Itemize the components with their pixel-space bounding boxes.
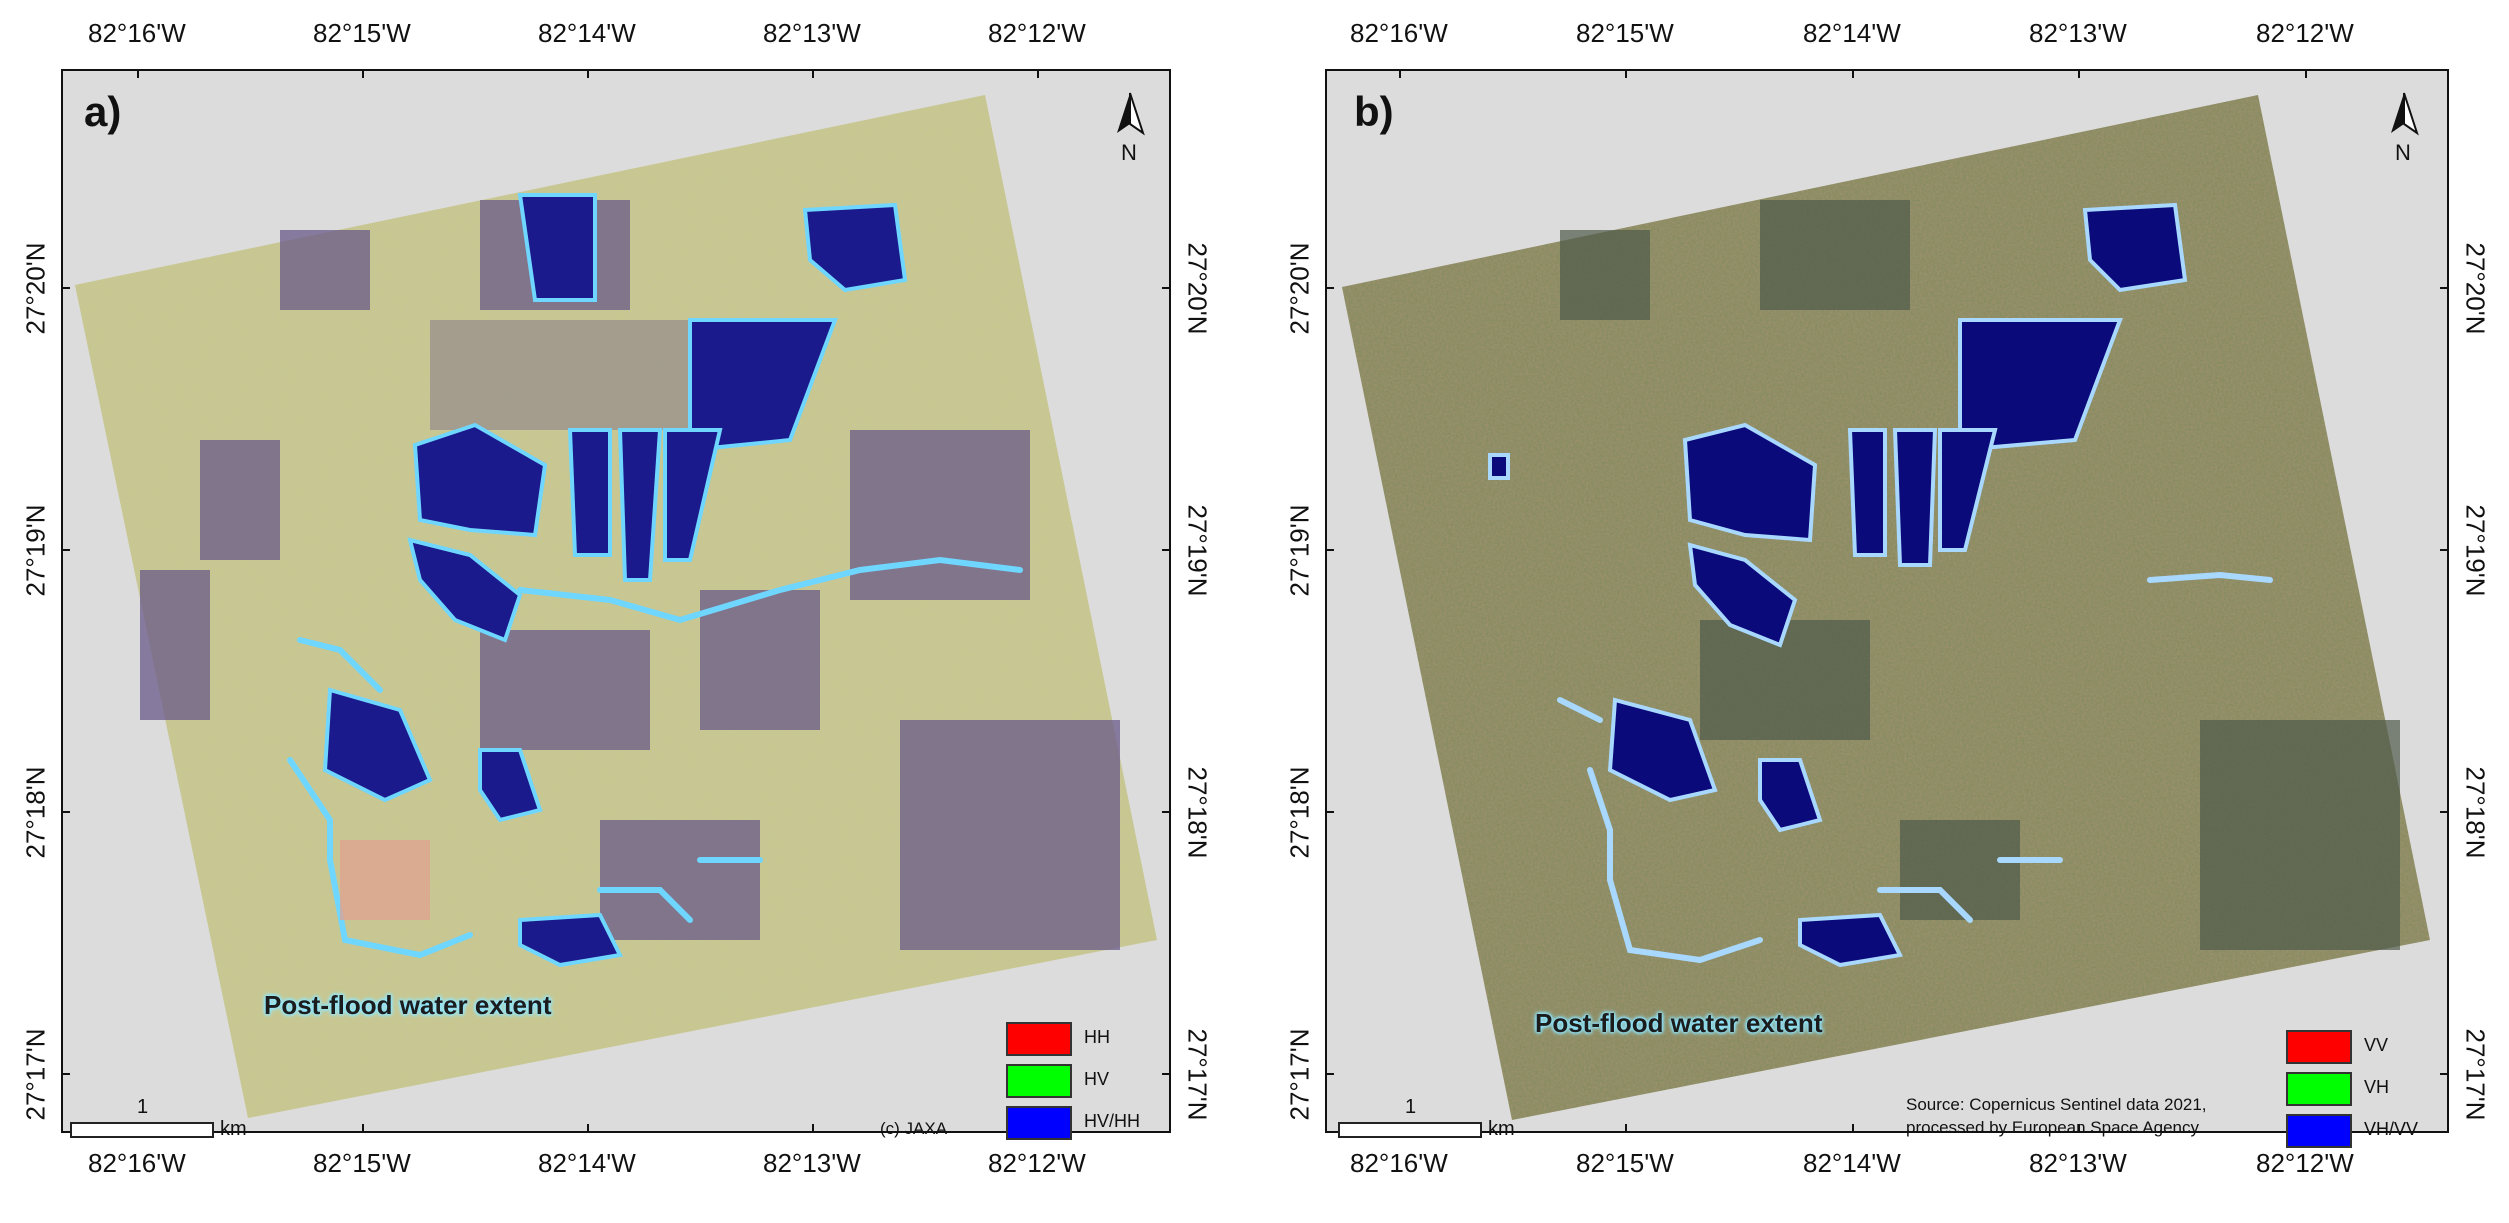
panel-b-ticks	[1326, 70, 2448, 1132]
panel-b-right-tick-3: 27°18'N	[2460, 766, 2491, 859]
panel-b-top-tick-3: 82°14'W	[1803, 18, 1901, 48]
panel-a-scene	[75, 95, 1157, 1118]
panel-a-open-water	[322, 193, 908, 968]
panel-a-left-tick-2: 27°19'N	[20, 504, 51, 597]
panel-a-legend-swatch-2	[1006, 1064, 1072, 1098]
panel-b-right-tick-1: 27°20'N	[2460, 242, 2491, 335]
panel-b-letter: b)	[1354, 88, 1394, 135]
panel-b-right-tick-4: 27°17'N	[2460, 1028, 2491, 1121]
panel-a-scale-bar	[70, 1122, 214, 1138]
panel-b-top-tick-4: 82°13'W	[2029, 18, 2127, 48]
panel-b-map	[1325, 69, 2449, 1133]
panel-a-bottom-tick-5: 82°12'W	[988, 1148, 1086, 1178]
panel-b-field-blocks	[1560, 200, 2400, 950]
panel-a-top-tick-3: 82°14'W	[538, 18, 636, 48]
panel-a-bottom-tick-3: 82°14'W	[538, 1148, 636, 1178]
panel-b-legend-swatch-1	[2286, 1030, 2352, 1064]
panel-b-right-tick-2: 27°19'N	[2460, 504, 2491, 597]
panel-a-bottom-tick-1: 82°16'W	[88, 1148, 186, 1178]
panel-b-source-line-1: Source: Copernicus Sentinel data 2021,	[1906, 1095, 2207, 1114]
panel-b-open-water	[1488, 202, 2188, 968]
panel-b-left-tick-1: 27°20'N	[1284, 242, 1315, 335]
panel-a-bottom-tick-2: 82°15'W	[313, 1148, 411, 1178]
panel-a-flood-label: Post-flood water extent	[264, 990, 552, 1020]
panel-a-flood-outlines	[287, 556, 1023, 959]
panel-a-top-tick-2: 82°15'W	[313, 18, 411, 48]
panel-b-legend-label-1: VV	[2364, 1035, 2389, 1055]
panel-a-legend-swatch-1	[1006, 1022, 1072, 1056]
panel-b-legend-swatch-3	[2286, 1114, 2352, 1148]
panel-b-bottom-tick-2: 82°15'W	[1576, 1148, 1674, 1178]
panel-a-right-tick-1: 27°20'N	[1182, 242, 1213, 335]
panel-a-letter: a)	[84, 88, 122, 135]
panel-b-scene-texture	[1342, 95, 2430, 1120]
panel-b-flood-label: Post-flood water extent	[1535, 1008, 1823, 1038]
panel-a-bottom-tick-4: 82°13'W	[763, 1148, 861, 1178]
panel-b-scene	[1342, 95, 2430, 1120]
panel-a-scale-unit: km	[220, 1118, 247, 1140]
panel-a-north-arrow-icon	[1117, 92, 1145, 136]
panel-b-bottom-tick-5: 82°12'W	[2256, 1148, 2354, 1178]
panel-a-right-tick-2: 27°19'N	[1182, 504, 1213, 597]
panel-b-bottom-tick-1: 82°16'W	[1350, 1148, 1448, 1178]
panel-a-left-tick-1: 27°20'N	[20, 242, 51, 335]
panel-b-bottom-tick-3: 82°14'W	[1803, 1148, 1901, 1178]
panel-b-top-tick-5: 82°12'W	[2256, 18, 2354, 48]
panel-b-north-arrow-icon	[2391, 92, 2419, 136]
panel-a-right-tick-3: 27°18'N	[1182, 766, 1213, 859]
panel-b-top-tick-1: 82°16'W	[1350, 18, 1448, 48]
panel-a-north-label: N	[1121, 140, 1137, 165]
panel-a-legend-label-1: HH	[1084, 1027, 1110, 1047]
panel-a-left-tick-3: 27°18'N	[20, 766, 51, 859]
panel-a-top-tick-4: 82°13'W	[763, 18, 861, 48]
panel-a-credit: (c) JAXA	[880, 1119, 948, 1138]
panel-b-left-tick-4: 27°17'N	[1284, 1028, 1315, 1121]
panel-a-scale-number: 1	[137, 1096, 149, 1118]
panel-a-legend-label-2: HV	[1084, 1069, 1110, 1089]
panel-b-left-tick-2: 27°19'N	[1284, 504, 1315, 597]
panel-b-legend-label-2: VH	[2364, 1077, 2390, 1097]
panel-a-top-tick-5: 82°12'W	[988, 18, 1086, 48]
panel-a-right-tick-4: 27°17'N	[1182, 1028, 1213, 1121]
panel-b-scale-bar	[1338, 1122, 1482, 1138]
panel-a-map	[61, 69, 1171, 1133]
panel-b-bottom-tick-4: 82°13'W	[2029, 1148, 2127, 1178]
panel-b-scale-unit: km	[1488, 1118, 1515, 1140]
panel-b-source-line-2: processed by European Space Agency	[1906, 1118, 2199, 1137]
panel-a-bare-field	[340, 840, 430, 920]
panel-b-top-tick-2: 82°15'W	[1576, 18, 1674, 48]
panel-b-legend-label-3: VH/VV	[2364, 1119, 2419, 1139]
panel-b-scale-number: 1	[1405, 1096, 1417, 1118]
panel-a-left-tick-4: 27°17'N	[20, 1028, 51, 1121]
panel-a-legend-swatch-3	[1006, 1106, 1072, 1140]
panel-b-north-label: N	[2395, 140, 2411, 165]
panel-b-flood-outlines	[1557, 571, 2273, 964]
panel-a-top-tick-1: 82°16'W	[88, 18, 186, 48]
panel-b-left-tick-3: 27°18'N	[1284, 766, 1315, 859]
panel-b-legend-swatch-2	[2286, 1072, 2352, 1106]
panel-a-legend-label-3: HV/HH	[1084, 1111, 1141, 1131]
